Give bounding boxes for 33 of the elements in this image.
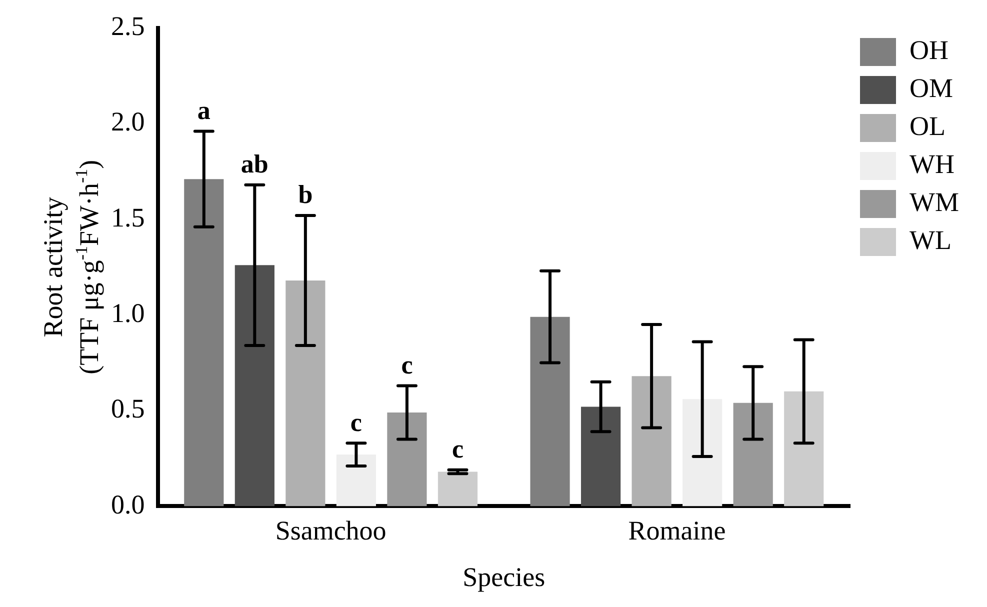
annotation: c [452, 434, 464, 464]
bar [580, 406, 621, 506]
y-tick-label: 1.5 [111, 202, 145, 232]
legend-label: OM [910, 73, 954, 104]
y-tick-label: 0.5 [111, 394, 145, 424]
bar [530, 316, 570, 506]
bar [234, 265, 274, 506]
annotation: c [401, 350, 413, 380]
legend-label: WH [910, 149, 954, 180]
x-tick-label: Romaine [628, 515, 726, 546]
legend-label: OH [910, 35, 949, 66]
y-tick-label: 0.0 [111, 489, 145, 520]
bar [336, 454, 376, 506]
annotation: b [298, 180, 313, 210]
y-tick-label: 2.5 [111, 11, 145, 42]
bar [784, 391, 824, 506]
bar [733, 402, 773, 506]
bar [682, 399, 722, 506]
annotation: c [350, 408, 362, 437]
bar [286, 280, 326, 506]
annotation: ab [240, 150, 268, 179]
legend-label: OL [910, 111, 946, 142]
bar [184, 179, 224, 506]
legend-label: WM [910, 187, 960, 218]
y-tick-label: 2.0 [111, 106, 145, 137]
x-tick-label: Ssamchoo [275, 515, 386, 546]
y-tick-label: 1.0 [111, 298, 145, 328]
bar [438, 472, 478, 506]
bar [632, 376, 672, 506]
bar [387, 412, 427, 506]
legend-label: WL [910, 225, 952, 256]
annotation: a [197, 96, 210, 126]
x-axis-title: Species [462, 562, 546, 592]
